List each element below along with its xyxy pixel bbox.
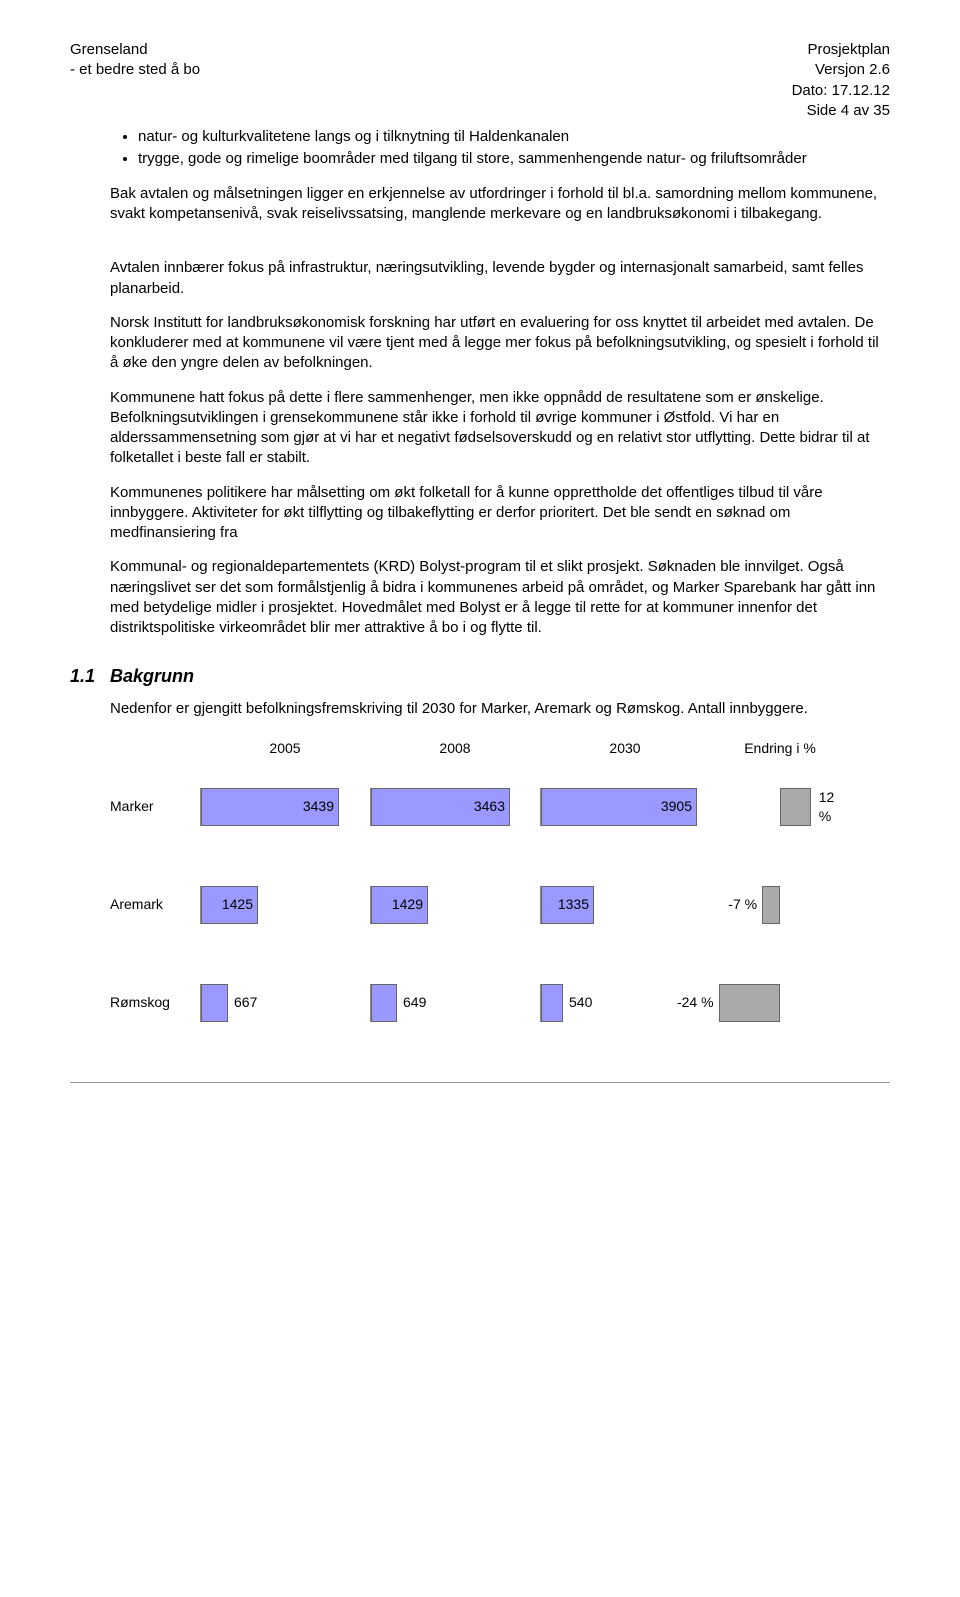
chart-bar-value: 667 bbox=[234, 993, 257, 1012]
chart-row-label: Rømskog bbox=[110, 993, 200, 1012]
chart-bar-cell: 649 bbox=[370, 984, 540, 1022]
chart-bar bbox=[541, 984, 563, 1022]
chart-bar: 1425 bbox=[201, 886, 258, 924]
chart-bar: 3439 bbox=[201, 788, 339, 826]
page-content: natur- og kulturkvalitetene langs og i t… bbox=[110, 127, 890, 1022]
header-left: Grenseland - et bedre sted å bo bbox=[70, 40, 200, 121]
chart-column-headers: 2005 2008 2030 Endring i % bbox=[110, 739, 890, 758]
chart-col-2005: 2005 bbox=[200, 739, 370, 758]
page-header: Grenseland - et bedre sted å bo Prosjekt… bbox=[70, 40, 890, 121]
doc-version: Versjon 2.6 bbox=[792, 60, 890, 80]
chart-endring-value: 12 % bbox=[819, 788, 850, 826]
bullet-item: natur- og kulturkvalitetene langs og i t… bbox=[138, 127, 890, 147]
chart-endring-cell: 12 % bbox=[710, 788, 850, 826]
doc-plan: Prosjektplan bbox=[792, 40, 890, 60]
section-intro: Nedenfor er gjengitt befolkningsfremskri… bbox=[110, 699, 890, 719]
chart-bar-cell: 1429 bbox=[370, 886, 540, 924]
chart-bar: 1335 bbox=[541, 886, 594, 924]
chart-row-label: Marker bbox=[110, 797, 200, 816]
chart-row: Marker3439 3463 3905 12 % bbox=[110, 788, 890, 826]
chart-bar-value: 540 bbox=[569, 993, 592, 1012]
chart-bar-cell: 1425 bbox=[200, 886, 370, 924]
footer-divider bbox=[70, 1082, 890, 1083]
bullet-item: trygge, gode og rimelige boområder med t… bbox=[138, 149, 890, 169]
paragraph: Kommunal- og regionaldepartementets (KRD… bbox=[110, 557, 890, 638]
chart-bar-value: 649 bbox=[403, 993, 426, 1012]
doc-page: Side 4 av 35 bbox=[792, 101, 890, 121]
chart-row: Aremark1425 1429 1335 -7 % bbox=[110, 886, 890, 924]
chart-endring-bar bbox=[719, 984, 780, 1022]
section-title: Bakgrunn bbox=[110, 664, 194, 688]
chart-spacer bbox=[110, 739, 200, 758]
chart-endring-value: -7 % bbox=[712, 895, 757, 914]
chart-bar bbox=[371, 984, 397, 1022]
chart-endring-bar bbox=[762, 886, 780, 924]
doc-title: Grenseland bbox=[70, 40, 200, 60]
header-right: Prosjektplan Versjon 2.6 Dato: 17.12.12 … bbox=[792, 40, 890, 121]
doc-subtitle: - et bedre sted å bo bbox=[70, 60, 200, 80]
chart-bar: 3905 bbox=[541, 788, 697, 826]
paragraph: Avtalen innbærer fokus på infrastruktur,… bbox=[110, 258, 890, 299]
chart-row-label: Aremark bbox=[110, 895, 200, 914]
chart-bar: 1429 bbox=[371, 886, 428, 924]
bullet-list: natur- og kulturkvalitetene langs og i t… bbox=[138, 127, 890, 170]
chart-bar-cell: 1335 bbox=[540, 886, 710, 924]
chart-row: Rømskog 667 649 540 -24 % bbox=[110, 984, 890, 1022]
paragraph: Norsk Institutt for landbruksøkonomisk f… bbox=[110, 313, 890, 374]
chart-endring-bar bbox=[780, 788, 811, 826]
chart-endring-cell: -24 % bbox=[710, 984, 850, 1022]
chart-bar-cell: 3439 bbox=[200, 788, 370, 826]
doc-date: Dato: 17.12.12 bbox=[792, 81, 890, 101]
chart-bar-cell: 3905 bbox=[540, 788, 710, 826]
chart-bar-cell: 3463 bbox=[370, 788, 540, 826]
chart-col-endring: Endring i % bbox=[710, 739, 850, 758]
chart-bar: 3463 bbox=[371, 788, 510, 826]
chart-rows: Marker3439 3463 3905 12 % Aremark1425 1429 133… bbox=[110, 788, 890, 1022]
section-number: 1.1 bbox=[70, 664, 110, 688]
chart-bar bbox=[201, 984, 228, 1022]
paragraph: Bak avtalen og målsetningen ligger en er… bbox=[110, 184, 890, 225]
chart-bar-cell: 667 bbox=[200, 984, 370, 1022]
chart-endring-cell: -7 % bbox=[710, 886, 850, 924]
chart-col-2030: 2030 bbox=[540, 739, 710, 758]
section-heading: 1.1 Bakgrunn bbox=[70, 664, 890, 688]
chart-endring-value: -24 % bbox=[669, 993, 714, 1012]
paragraph: Kommunenes politikere har målsetting om … bbox=[110, 483, 890, 544]
paragraph: Kommunene hatt fokus på dette i flere sa… bbox=[110, 388, 890, 469]
chart-col-2008: 2008 bbox=[370, 739, 540, 758]
population-chart: 2005 2008 2030 Endring i % Marker3439 346… bbox=[110, 739, 890, 1022]
